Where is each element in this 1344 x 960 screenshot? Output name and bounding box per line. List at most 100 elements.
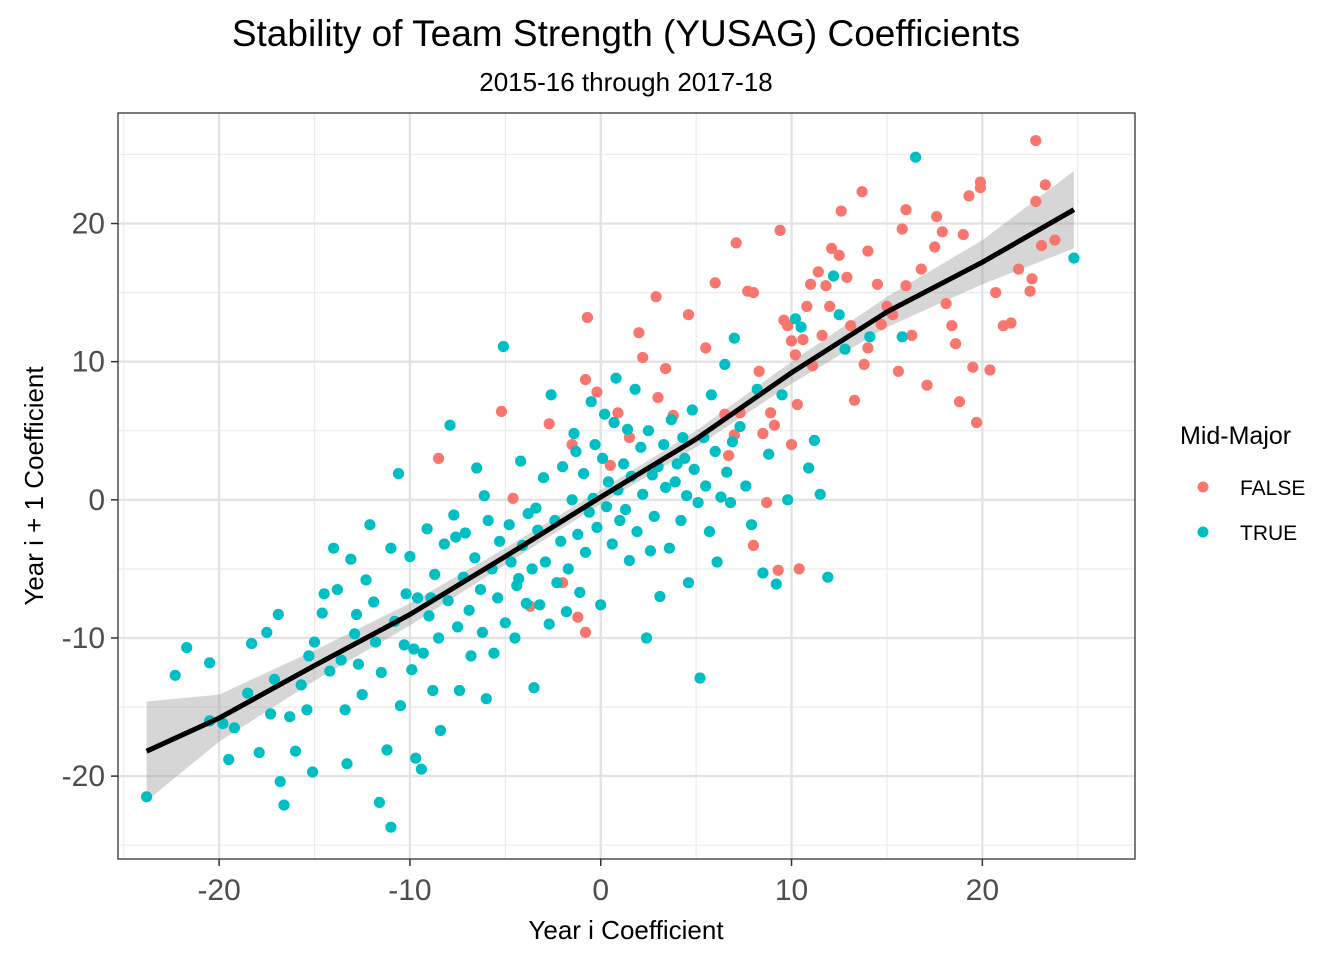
point-true xyxy=(585,396,597,408)
point-true xyxy=(141,791,153,803)
point-true xyxy=(583,506,595,518)
point-true xyxy=(665,414,677,426)
point-true xyxy=(568,427,580,440)
point-true xyxy=(618,458,630,470)
point-true xyxy=(599,408,611,420)
point-true xyxy=(406,664,418,676)
point-true xyxy=(595,599,607,611)
point-false xyxy=(984,364,996,376)
point-false xyxy=(963,190,975,202)
point-true xyxy=(543,618,555,630)
point-true xyxy=(444,419,456,431)
point-true xyxy=(686,404,698,416)
point-true xyxy=(509,632,521,644)
point-false xyxy=(824,300,836,312)
point-false xyxy=(433,452,445,464)
point-true xyxy=(648,510,660,522)
point-true xyxy=(335,654,347,666)
point-false xyxy=(682,309,695,321)
point-true xyxy=(534,599,546,611)
point-true xyxy=(494,535,506,547)
point-false xyxy=(709,277,721,289)
point-true xyxy=(469,552,481,564)
legend-key-true xyxy=(1197,526,1209,538)
point-false xyxy=(906,329,918,341)
point-false xyxy=(652,392,664,404)
point-true xyxy=(253,747,265,759)
point-true xyxy=(427,684,439,697)
point-true xyxy=(560,606,573,618)
x-tick-label: -20 xyxy=(197,874,240,907)
point-true xyxy=(719,358,731,370)
point-false xyxy=(633,327,645,339)
point-false xyxy=(862,245,874,257)
point-true xyxy=(600,501,613,513)
point-true xyxy=(864,331,876,343)
point-true xyxy=(782,494,794,506)
point-true xyxy=(682,577,695,589)
point-true xyxy=(246,637,258,650)
point-false xyxy=(833,249,845,261)
point-false xyxy=(915,263,927,275)
point-true xyxy=(619,503,632,516)
point-false xyxy=(789,349,802,361)
point-true xyxy=(228,722,240,734)
point-true xyxy=(757,567,769,579)
point-false xyxy=(785,335,798,347)
point-false xyxy=(572,611,584,623)
point-false xyxy=(957,229,969,241)
point-false xyxy=(862,342,874,354)
point-true xyxy=(408,643,420,655)
point-false xyxy=(1049,234,1061,246)
point-false xyxy=(841,271,853,283)
point-false xyxy=(900,280,912,292)
point-true xyxy=(545,389,557,401)
point-false xyxy=(940,298,952,310)
legend-item-true: TRUE xyxy=(1197,522,1297,545)
point-true xyxy=(688,463,700,475)
x-tick-label: 0 xyxy=(592,874,609,907)
point-true xyxy=(614,514,626,527)
point-true xyxy=(528,682,540,694)
point-true xyxy=(654,590,666,603)
point-true xyxy=(398,639,410,651)
point-false xyxy=(835,205,847,217)
grid-major xyxy=(118,113,1135,859)
point-true xyxy=(822,571,834,583)
point-true xyxy=(497,340,509,353)
point-true xyxy=(442,595,454,607)
point-true xyxy=(711,556,723,568)
point-false xyxy=(946,320,958,332)
y-tick-label: 10 xyxy=(72,346,105,379)
point-false xyxy=(612,407,624,419)
legend-label-true: TRUE xyxy=(1240,522,1297,545)
point-true xyxy=(452,621,464,633)
point-true xyxy=(476,626,488,639)
point-true xyxy=(370,636,382,648)
point-true xyxy=(404,550,416,563)
point-true xyxy=(433,632,445,644)
point-true xyxy=(658,439,670,451)
point-true xyxy=(417,647,429,659)
point-false xyxy=(797,334,809,346)
point-false xyxy=(820,280,832,292)
point-true xyxy=(692,497,704,509)
point-true xyxy=(268,673,281,686)
point-true xyxy=(513,573,525,585)
point-true xyxy=(492,592,504,604)
point-true xyxy=(438,538,450,550)
y-tick-label: -20 xyxy=(62,760,105,793)
point-true xyxy=(675,514,687,527)
point-false xyxy=(990,287,1002,299)
y-tick-label: -10 xyxy=(62,622,105,655)
point-true xyxy=(410,752,422,764)
point-true xyxy=(591,521,603,534)
point-false xyxy=(730,237,742,249)
point-false xyxy=(875,318,887,330)
point-true xyxy=(574,586,586,599)
point-true xyxy=(578,468,590,480)
point-false xyxy=(1039,179,1051,191)
point-false xyxy=(896,223,908,235)
point-false xyxy=(950,338,962,350)
point-false xyxy=(931,211,943,223)
